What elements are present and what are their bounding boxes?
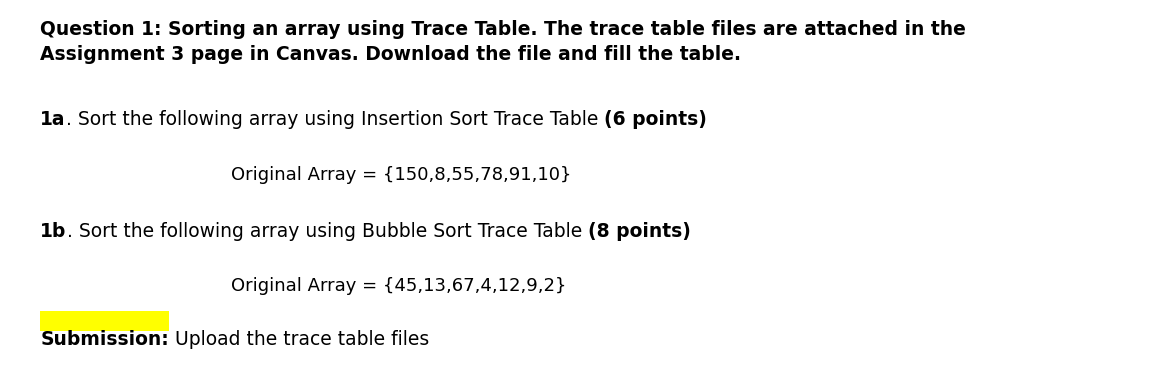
Text: 1b: 1b — [40, 222, 67, 241]
Text: Question 1: Sorting an array using Trace Table. The trace table files are attach: Question 1: Sorting an array using Trace… — [40, 20, 966, 39]
FancyBboxPatch shape — [40, 311, 169, 331]
Text: Original Array = {45,13,67,4,12,9,2}: Original Array = {45,13,67,4,12,9,2} — [231, 277, 566, 295]
Text: Upload the trace table files: Upload the trace table files — [169, 330, 429, 349]
Text: (6 points): (6 points) — [604, 110, 707, 129]
Text: 1a: 1a — [40, 110, 66, 129]
Text: Assignment 3 page in Canvas. Download the file and fill the table.: Assignment 3 page in Canvas. Download th… — [40, 45, 741, 64]
Text: . Sort the following array using Bubble Sort Trace Table: . Sort the following array using Bubble … — [67, 222, 588, 241]
Text: . Sort the following array using Insertion Sort Trace Table: . Sort the following array using Inserti… — [66, 110, 604, 129]
Text: Original Array = {150,8,55,78,91,10}: Original Array = {150,8,55,78,91,10} — [231, 166, 571, 184]
Text: Submission:: Submission: — [40, 330, 169, 349]
Text: (8 points): (8 points) — [588, 222, 691, 241]
